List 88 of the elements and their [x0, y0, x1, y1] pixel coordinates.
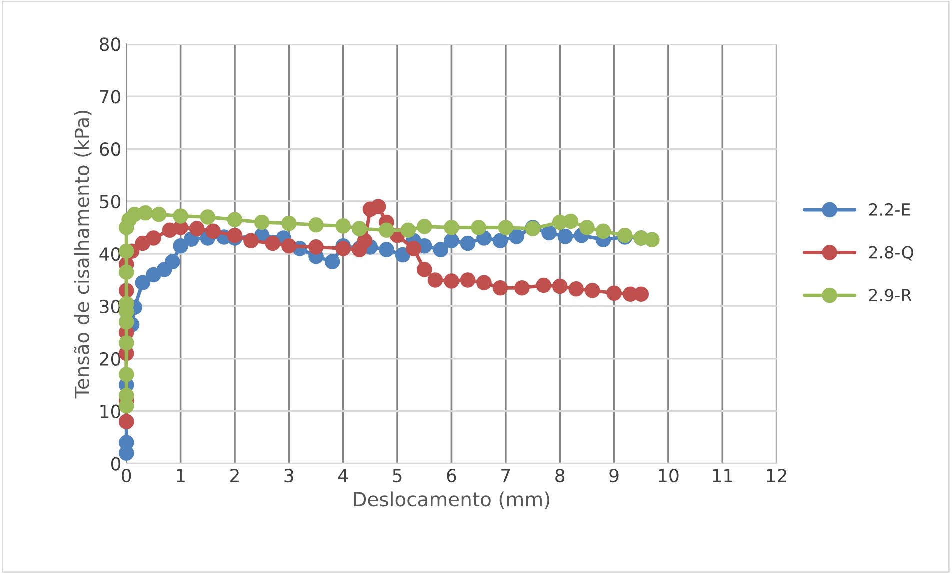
point: [282, 238, 297, 254]
point: [444, 220, 460, 236]
x-tick-label: 2: [230, 468, 239, 482]
point: [552, 278, 568, 294]
x-tick-label: 1: [177, 469, 185, 482]
point: [118, 435, 134, 450]
point: [118, 336, 134, 351]
point: [498, 220, 514, 236]
point: [536, 278, 552, 294]
point: [379, 242, 394, 258]
y-tick-label: 80: [100, 38, 121, 52]
point: [254, 214, 270, 230]
point: [568, 281, 584, 297]
point: [379, 222, 394, 238]
point: [336, 218, 351, 234]
x-tick-label: 9: [610, 468, 619, 483]
y-tick-label: 0: [111, 457, 121, 471]
point: [644, 232, 660, 248]
legend-label: 2.8-Q: [869, 246, 914, 261]
point: [416, 262, 432, 278]
y-tick-label: 50: [100, 195, 121, 209]
x-tick-label: 10: [658, 468, 679, 483]
point: [227, 212, 243, 228]
point: [151, 207, 167, 222]
point: [265, 236, 281, 252]
point: [476, 275, 492, 290]
point: [118, 264, 134, 280]
x-tick-label: 12: [767, 468, 787, 482]
point: [357, 233, 373, 249]
point: [416, 219, 432, 234]
point: [173, 238, 188, 254]
point: [244, 233, 259, 249]
point: [606, 286, 622, 301]
point: [308, 240, 324, 255]
point: [146, 230, 162, 246]
point: [433, 242, 449, 258]
point: [542, 225, 557, 241]
point: [324, 254, 340, 270]
legend-label: 2.9-R: [869, 289, 912, 302]
point: [165, 254, 180, 270]
point: [118, 244, 134, 260]
point: [492, 233, 508, 249]
x-tick-label: 3: [284, 468, 294, 483]
point: [118, 366, 134, 382]
point: [471, 220, 486, 236]
x-axis-title: Deslocamento (mm): [354, 492, 550, 510]
point: [514, 280, 530, 296]
x-tick-label: 7: [502, 469, 510, 482]
y-axis-title: Tensão de cisalhamento (kPa): [74, 110, 92, 399]
x-tick-label: 4: [338, 469, 348, 482]
x-tick-label: 11: [713, 469, 732, 482]
point: [509, 229, 524, 244]
point: [352, 221, 368, 236]
point: [444, 233, 460, 249]
x-tick-label: 6: [447, 468, 456, 483]
point: [206, 224, 221, 240]
point: [173, 208, 188, 224]
point: [135, 275, 151, 290]
point: [406, 241, 422, 256]
legend-label: 2.2-E: [869, 203, 910, 216]
point: [492, 280, 508, 296]
point: [395, 247, 411, 263]
point: [444, 274, 460, 289]
point: [336, 241, 351, 256]
point: [460, 272, 476, 288]
point: [428, 272, 444, 288]
point: [189, 221, 205, 236]
x-tick-label: 0: [122, 468, 132, 483]
point: [580, 220, 595, 236]
point: [596, 224, 612, 240]
y-tick-label: 60: [100, 142, 121, 156]
y-tick-label: 10: [100, 404, 121, 418]
point: [138, 205, 154, 221]
y-tick-label: 70: [100, 90, 121, 104]
point: [460, 236, 476, 252]
x-tick-label: 8: [556, 468, 565, 483]
point: [200, 210, 216, 225]
x-tick-label: 5: [393, 469, 402, 483]
point: [584, 283, 600, 298]
point: [558, 229, 574, 244]
y-tick-label: 40: [100, 247, 121, 262]
point: [282, 216, 297, 232]
y-tick-label: 20: [100, 352, 121, 366]
point: [400, 222, 416, 238]
point: [634, 286, 650, 302]
point: [563, 214, 579, 230]
point: [308, 218, 324, 233]
point: [370, 199, 386, 214]
